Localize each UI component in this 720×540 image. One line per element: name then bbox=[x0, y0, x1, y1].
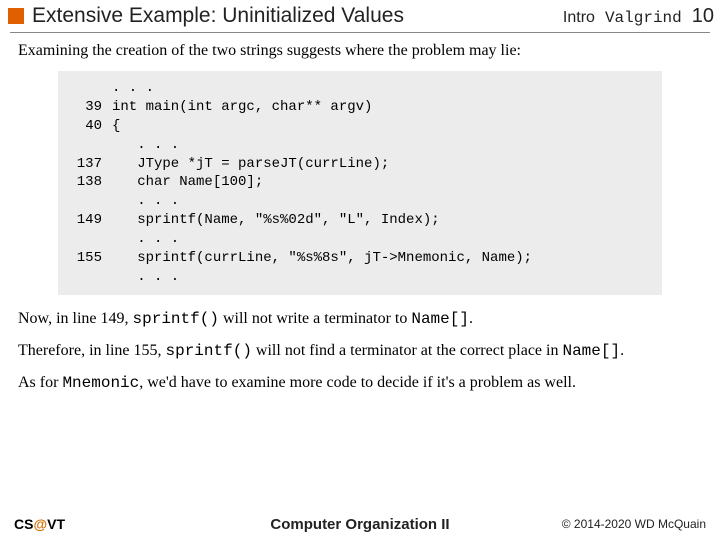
slide-header: Extensive Example: Uninitialized Values … bbox=[0, 0, 720, 30]
header-divider bbox=[10, 32, 710, 33]
p1-text-c: . bbox=[469, 310, 473, 327]
paragraph-1: Now, in line 149, sprintf() will not wri… bbox=[18, 309, 702, 329]
slide-footer: CS@VT Computer Organization II © 2014-20… bbox=[0, 516, 720, 532]
slide: Extensive Example: Uninitialized Values … bbox=[0, 0, 720, 540]
p1-mono-1: sprintf() bbox=[133, 310, 219, 328]
slide-body: Examining the creation of the two string… bbox=[0, 41, 720, 393]
p2-text-c: . bbox=[620, 342, 624, 359]
p1-text-b: will not write a terminator to bbox=[219, 310, 411, 327]
paragraph-3: As for Mnemonic, we'd have to examine mo… bbox=[18, 373, 702, 393]
code-block: . . .39int main(int argc, char** argv)40… bbox=[58, 71, 662, 295]
paragraph-2: Therefore, in line 155, sprintf() will n… bbox=[18, 341, 702, 361]
p3-mono: Mnemonic bbox=[62, 374, 139, 392]
p2-mono-1: sprintf() bbox=[166, 342, 252, 360]
header-bullet-icon bbox=[8, 8, 24, 24]
footer-center: Computer Organization II bbox=[270, 516, 449, 533]
p1-mono-2: Name[] bbox=[411, 310, 469, 328]
p2-mono-2: Name[] bbox=[562, 342, 620, 360]
p3-text-a: As for bbox=[18, 374, 62, 391]
p1-text-a: Now, in line 149, bbox=[18, 310, 133, 327]
p2-text-a: Therefore, in line 155, bbox=[18, 342, 166, 359]
footer-left-a: CS bbox=[14, 516, 33, 532]
header-right-mono: Valgrind bbox=[605, 9, 682, 27]
footer-right: © 2014-2020 WD McQuain bbox=[562, 517, 706, 531]
p2-text-b: will not find a terminator at the correc… bbox=[252, 342, 563, 359]
header-right-label: Intro bbox=[563, 9, 595, 27]
footer-left-b: VT bbox=[47, 516, 65, 532]
footer-left: CS@VT bbox=[14, 516, 65, 532]
page-number: 10 bbox=[692, 5, 714, 28]
slide-title: Extensive Example: Uninitialized Values bbox=[32, 4, 563, 28]
footer-left-at: @ bbox=[33, 516, 47, 532]
p3-text-b: , we'd have to examine more code to deci… bbox=[139, 374, 576, 391]
intro-text: Examining the creation of the two string… bbox=[18, 41, 702, 61]
header-right: Intro Valgrind 10 bbox=[563, 5, 720, 28]
